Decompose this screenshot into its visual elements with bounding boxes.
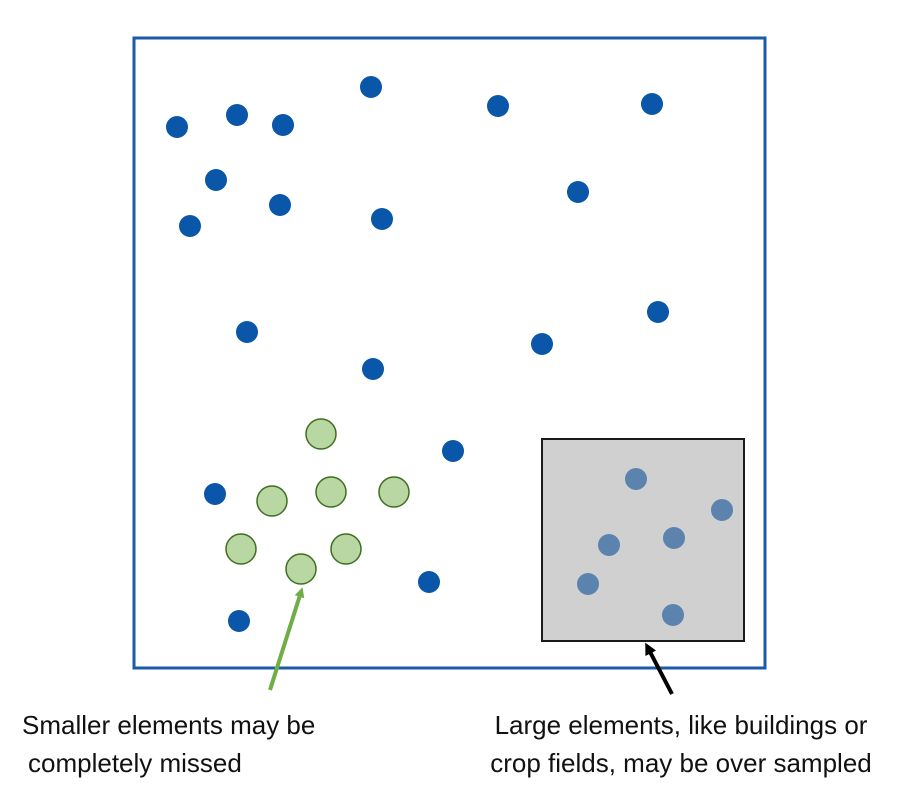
small-element bbox=[379, 477, 409, 507]
sample-point bbox=[360, 76, 382, 98]
sample-point bbox=[228, 610, 250, 632]
sample-point bbox=[272, 114, 294, 136]
small-element bbox=[331, 534, 361, 564]
small-element bbox=[286, 554, 316, 584]
sample-point bbox=[236, 321, 258, 343]
sample-point bbox=[567, 181, 589, 203]
small-caption-line1: Smaller elements may be bbox=[22, 706, 402, 744]
sample-point bbox=[442, 440, 464, 462]
over-sampled-point bbox=[598, 534, 620, 556]
over-sampled-point bbox=[577, 573, 599, 595]
small-caption-line2: completely missed bbox=[22, 744, 402, 782]
sample-point bbox=[418, 571, 440, 593]
small-element bbox=[226, 534, 256, 564]
sample-point bbox=[204, 483, 226, 505]
sample-point bbox=[487, 95, 509, 117]
sample-point bbox=[226, 104, 248, 126]
sample-point bbox=[362, 358, 384, 380]
large-caption-line1: Large elements, like buildings or bbox=[446, 706, 916, 744]
sample-point bbox=[179, 215, 201, 237]
small-element bbox=[316, 477, 346, 507]
sample-point bbox=[269, 194, 291, 216]
sample-point bbox=[641, 93, 663, 115]
large-elements-caption: Large elements, like buildings or crop f… bbox=[446, 706, 916, 782]
over-sampled-point bbox=[662, 604, 684, 626]
over-sampled-point bbox=[711, 499, 733, 521]
sample-point bbox=[205, 169, 227, 191]
sample-point bbox=[371, 208, 393, 230]
over-sampled-point bbox=[625, 468, 647, 490]
small-elements-caption: Smaller elements may be completely misse… bbox=[22, 706, 402, 782]
over-sampled-point bbox=[663, 527, 685, 549]
small-element bbox=[306, 419, 336, 449]
sample-point bbox=[166, 116, 188, 138]
sample-point bbox=[531, 333, 553, 355]
sample-point bbox=[647, 301, 669, 323]
large-element-area bbox=[542, 439, 744, 641]
small-element bbox=[257, 486, 287, 516]
large-caption-line2: crop fields, may be over sampled bbox=[446, 744, 916, 782]
